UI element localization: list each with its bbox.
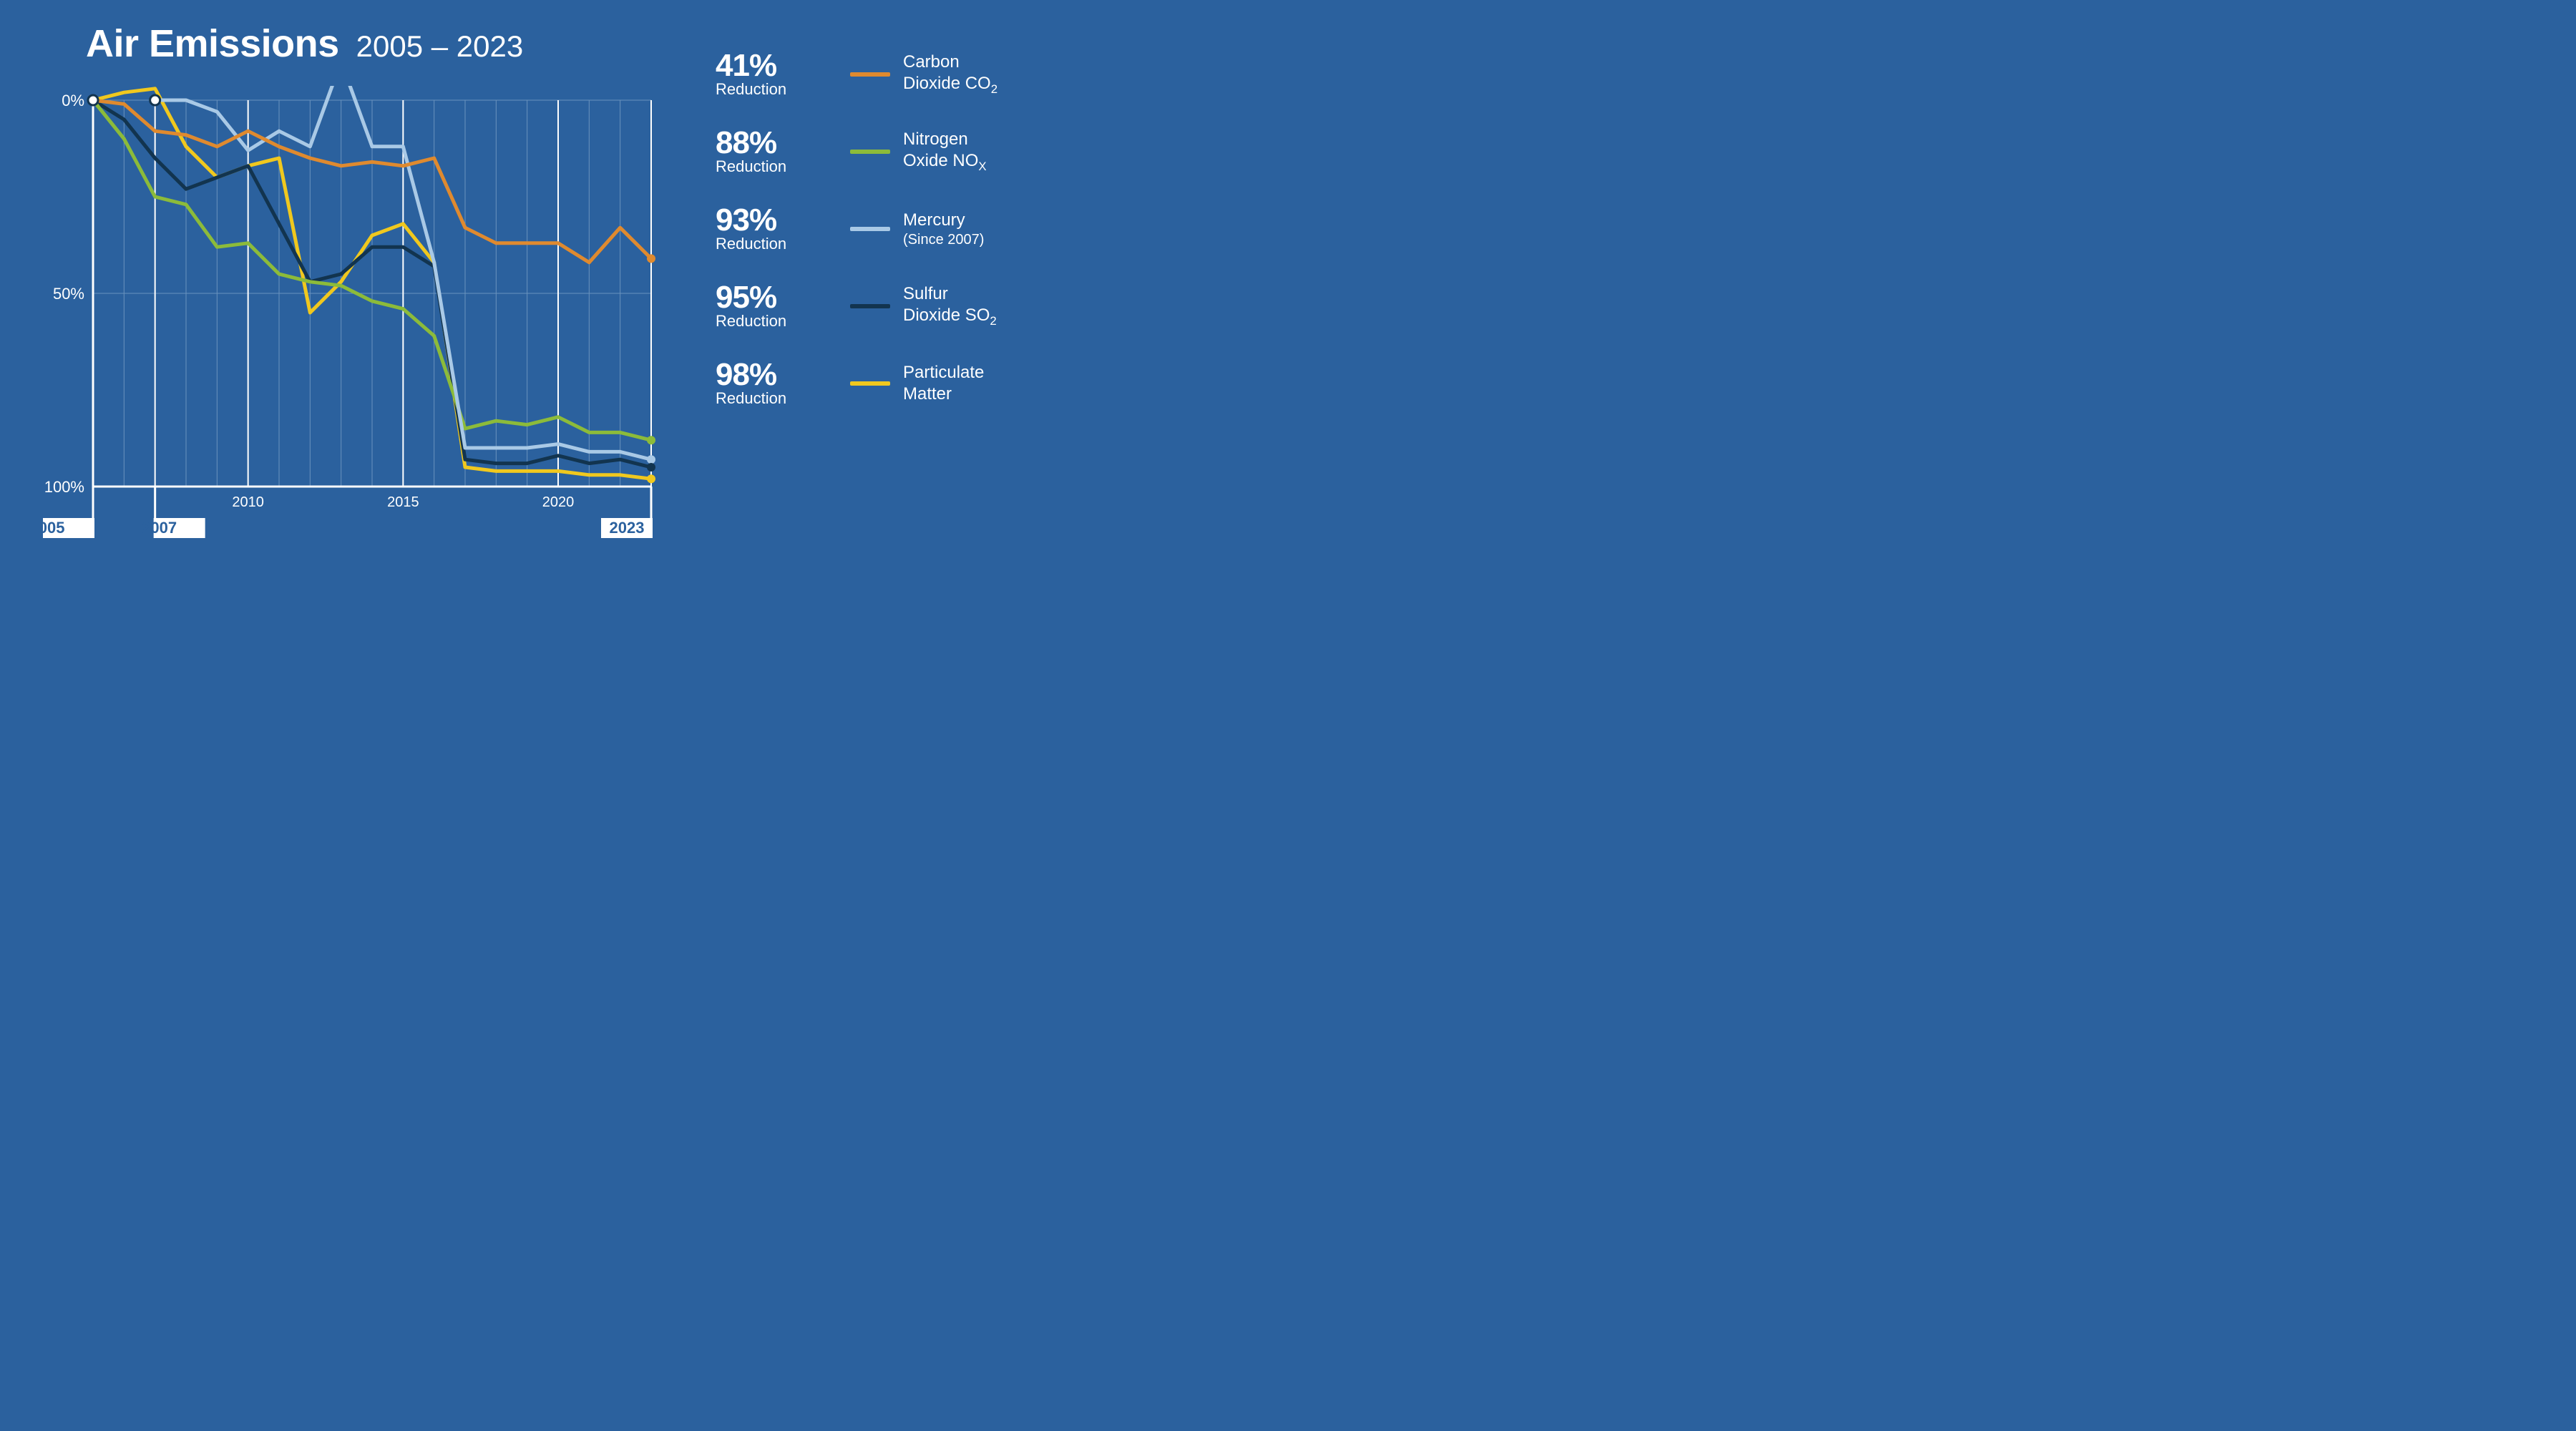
start-marker: [88, 95, 98, 105]
start-marker: [150, 95, 160, 105]
legend-label: ParticulateMatter: [903, 362, 984, 405]
svg-text:100%: 100%: [44, 478, 84, 496]
legend-swatch: [850, 227, 890, 231]
legend-reduction-word: Reduction: [716, 80, 837, 99]
end-marker-hg: [647, 455, 655, 464]
legend-item-hg: 93%Reduction Mercury(Since 2007): [716, 205, 1059, 253]
end-marker-so2: [647, 463, 655, 472]
svg-text:2015: 2015: [387, 494, 419, 510]
svg-text:2023: 2023: [610, 519, 645, 537]
legend-label: SulfurDioxide SO2: [903, 283, 997, 329]
legend-item-co2: 41%Reduction CarbonDioxide CO2: [716, 50, 1059, 99]
legend-reduction-word: Reduction: [716, 389, 837, 408]
legend-item-pm: 98%Reduction ParticulateMatter: [716, 359, 1059, 408]
legend-value: 95%Reduction: [716, 282, 837, 331]
infographic-frame: Air Emissions 2005 – 2023 0% 50% 100% 2010 2…: [0, 0, 1086, 603]
end-marker-co2: [647, 254, 655, 263]
svg-text:0%: 0%: [62, 92, 84, 109]
line-chart: 0% 50% 100% 2010 2015 2020 2005 2007 2023: [43, 86, 665, 544]
legend-value: 93%Reduction: [716, 205, 837, 253]
svg-text:2010: 2010: [232, 494, 264, 510]
legend-pct: 93%: [716, 205, 837, 236]
legend-column: 41%ReductionCarbonDioxide CO288%Reductio…: [716, 50, 1059, 408]
end-marker-nox: [647, 436, 655, 444]
legend-reduction-word: Reduction: [716, 235, 837, 253]
legend-item-nox: 88%Reduction NitrogenOxide NOX: [716, 127, 1059, 176]
legend-label: NitrogenOxide NOX: [903, 129, 987, 175]
chart-area: 0% 50% 100% 2010 2015 2020 2005 2007 2023: [43, 86, 665, 544]
legend-pct: 95%: [716, 282, 837, 313]
legend-swatch: [850, 381, 890, 386]
end-marker-pm: [647, 474, 655, 483]
svg-text:2005: 2005: [43, 519, 64, 537]
legend-reduction-word: Reduction: [716, 312, 837, 331]
legend-value: 98%Reduction: [716, 359, 837, 408]
legend-swatch: [850, 72, 890, 77]
legend-label: Mercury(Since 2007): [903, 210, 984, 249]
legend-swatch: [850, 304, 890, 308]
legend-value: 88%Reduction: [716, 127, 837, 176]
svg-text:50%: 50%: [53, 285, 84, 303]
legend-value: 41%Reduction: [716, 50, 837, 99]
legend-pct: 98%: [716, 359, 837, 391]
legend-item-so2: 95%Reduction SulfurDioxide SO2: [716, 282, 1059, 331]
svg-text:2020: 2020: [542, 494, 575, 510]
legend-reduction-word: Reduction: [716, 157, 837, 176]
title-block: Air Emissions 2005 – 2023: [86, 21, 523, 66]
legend-label: CarbonDioxide CO2: [903, 52, 997, 97]
legend-pct: 41%: [716, 50, 837, 82]
legend-swatch: [850, 150, 890, 154]
svg-text:2007: 2007: [142, 519, 177, 537]
title-main: Air Emissions: [86, 21, 339, 66]
legend-pct: 88%: [716, 127, 837, 159]
title-range: 2005 – 2023: [356, 29, 524, 64]
